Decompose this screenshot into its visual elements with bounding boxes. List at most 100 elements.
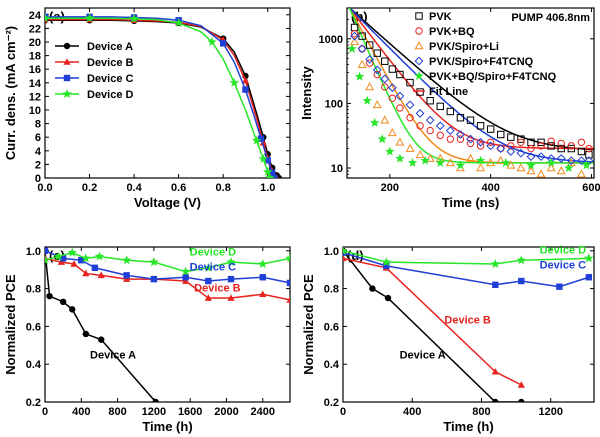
data-point-device-d: [207, 37, 217, 47]
data-point-pvk-bq: [381, 83, 389, 91]
data-point-pvk-bq-spiro-f4tcnq: [564, 163, 574, 173]
x-tick-label: 200: [381, 182, 399, 194]
data-point-device-d: [173, 17, 184, 28]
data-point-device-c: [556, 283, 563, 290]
series-label: Device C: [540, 260, 587, 272]
y-tick-label: 1.0: [324, 246, 339, 258]
data-point-pvk: [381, 57, 389, 65]
data-point-pvk-spiro-f4tcnq: [380, 74, 390, 84]
data-point-pvk-spiro-li: [516, 163, 526, 172]
data-point-pvk-bq-spiro-f4tcnq: [395, 153, 405, 163]
x-tick-label: 0: [42, 406, 48, 418]
data-point-pvk-spiro-f4tcnq: [350, 31, 359, 41]
data-point-pvk-spiro-f4tcnq: [466, 134, 475, 144]
data-point-device-d: [45, 13, 50, 23]
legend-entry-fit: Fit Line: [429, 86, 468, 98]
y-tick-label: 8: [35, 119, 41, 131]
data-point-pvk-bq-spiro-f4tcnq: [546, 157, 556, 167]
data-point-pvk: [507, 133, 515, 141]
legend-entry: PVK: [429, 11, 452, 23]
data-point-device-b: [57, 258, 65, 265]
data-point-pvk: [388, 65, 397, 73]
fit-line-pvk-spiro-f4tcnq: [348, 8, 594, 163]
data-point-pvk: [446, 107, 455, 116]
data-point-pvk-bq-spiro-f4tcnq: [475, 155, 486, 165]
y-tick-label: 20: [29, 37, 41, 49]
data-point-device-d: [94, 251, 105, 261]
x-tick-label: 600: [582, 182, 600, 194]
data-point-device-c: [259, 274, 266, 281]
data-point-pvk-spiro-f4tcnq: [425, 115, 435, 125]
plot-area: [347, 8, 594, 178]
data-point-pvk-spiro-li: [466, 153, 475, 162]
y-tick-label: 18: [29, 51, 41, 63]
data-point-pvk-bq: [350, 30, 359, 38]
y-tick-label: 100: [325, 98, 343, 110]
series-line-device-c: [343, 251, 590, 288]
x-tick-label: 0.8: [216, 182, 231, 194]
y-tick-label: 4: [35, 146, 42, 158]
y-tick-label: 6: [35, 132, 41, 144]
legend-marker: [62, 89, 72, 99]
data-point-pvk-spiro-f4tcnq: [516, 148, 526, 158]
data-point-pvk-spiro-f4tcnq: [415, 109, 425, 118]
data-point-device-c: [59, 255, 67, 262]
legend-entry: PVK+BQ: [429, 26, 475, 38]
legend-marker: [414, 71, 424, 81]
y-tick-label: 16: [29, 64, 41, 76]
data-point-device-b: [227, 294, 235, 301]
data-point-pvk-bq: [406, 114, 414, 122]
data-point-pvk-bq: [547, 137, 555, 145]
data-point-device-d: [262, 166, 273, 176]
data-point-device-c: [257, 135, 265, 142]
pump-annotation: PUMP 406.8nm: [511, 12, 590, 24]
data-point-device-d: [343, 247, 348, 255]
legend-marker: [63, 58, 71, 65]
data-point-pvk-spiro-li: [526, 166, 536, 175]
data-point-device-b: [491, 367, 499, 375]
legend-marker: [415, 12, 423, 20]
data-point-device-d: [129, 13, 139, 23]
data-point-pvk-bq-spiro-f4tcnq: [347, 43, 357, 53]
data-point-pvk-spiro-f4tcnq: [365, 54, 375, 64]
data-point-device-d: [67, 247, 77, 257]
y-axis-label: Curr. dens. (mA cm⁻²): [3, 26, 18, 160]
data-point-device-c: [268, 169, 276, 176]
plot-area: [45, 13, 283, 178]
data-point-pvk-bq-spiro-f4tcnq: [526, 160, 536, 170]
data-point-device-d: [381, 257, 392, 267]
x-axis-label: Voltage (V): [134, 195, 201, 210]
x-axis-label: Time (h): [443, 419, 493, 434]
data-point-pvk-spiro-f4tcnq: [435, 121, 445, 131]
data-point-pvk-bq: [486, 138, 495, 146]
series-line-device-b: [45, 18, 278, 178]
series-line-device-b: [343, 257, 522, 386]
plot-area: [343, 247, 594, 402]
data-point-pvk-spiro-f4tcnq: [405, 100, 415, 110]
series-label: Device B: [444, 315, 491, 327]
data-point-pvk: [396, 70, 404, 79]
data-point-device-a: [384, 294, 392, 302]
data-point-device-c: [123, 272, 130, 279]
panel-label: (d): [347, 248, 364, 263]
data-point-pvk-bq: [396, 104, 404, 112]
legend-entry: Device C: [87, 73, 134, 85]
data-point-device-d: [251, 135, 262, 145]
x-tick-label: 0.0: [37, 182, 52, 194]
data-point-device-d: [516, 255, 527, 265]
data-point-device-d: [81, 253, 91, 263]
data-point-pvk-spiro-li: [556, 166, 566, 175]
y-tick-label: 0.2: [26, 397, 41, 409]
data-point-pvk-spiro-li: [506, 160, 516, 169]
y-tick-label: 0.6: [324, 321, 339, 333]
data-point-pvk-spiro-f4tcnq: [496, 144, 506, 153]
data-point-pvk-bq: [456, 135, 465, 143]
data-point-device-a: [152, 398, 159, 402]
data-point-device-d: [203, 262, 214, 272]
y-tick-label: 0.2: [324, 397, 339, 409]
data-point-device-b: [70, 260, 78, 267]
series-label: Device D: [540, 245, 587, 257]
data-point-device-d: [229, 77, 240, 87]
data-point-pvk-spiro-li: [486, 158, 496, 167]
data-point-pvk-spiro-f4tcnq: [506, 147, 516, 156]
